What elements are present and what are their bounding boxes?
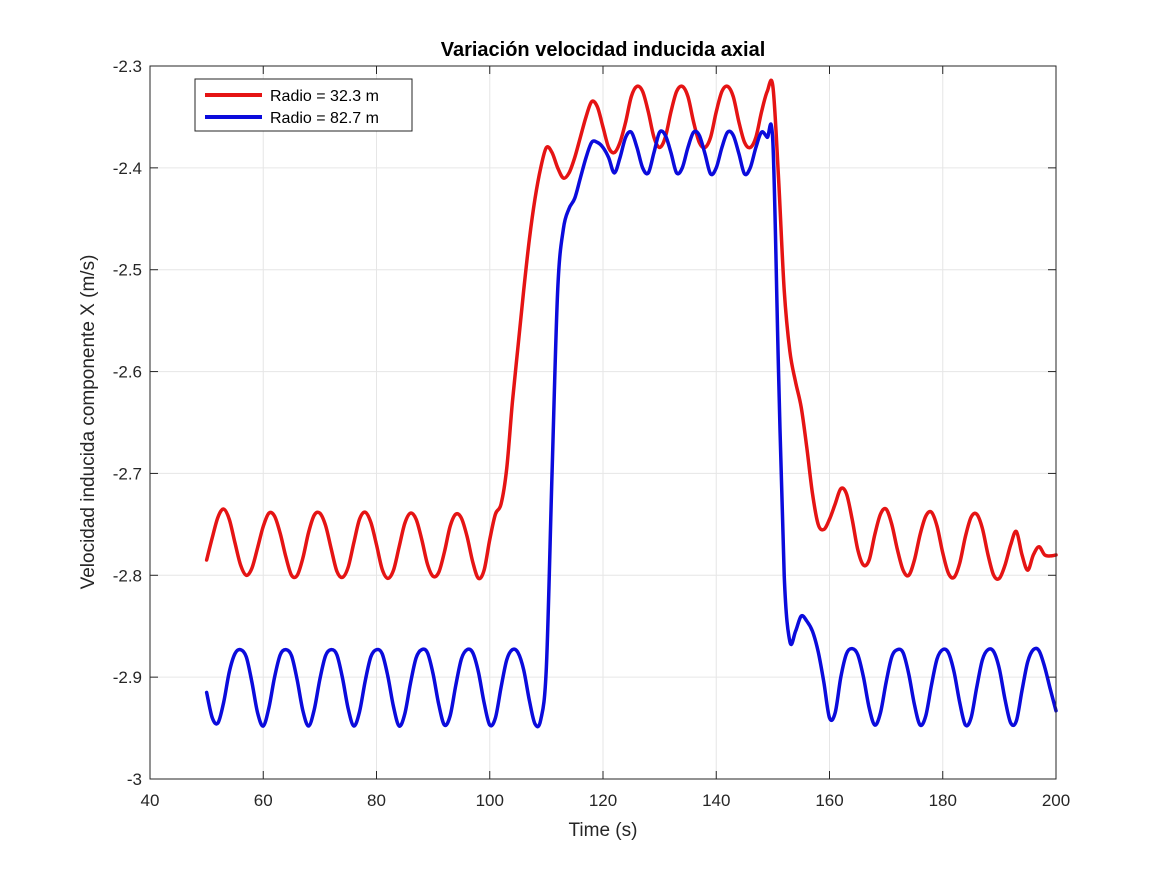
x-tick-label: 80 bbox=[367, 791, 386, 810]
x-tick-label: 60 bbox=[254, 791, 273, 810]
legend-box bbox=[194, 78, 413, 132]
x-tick-label: 40 bbox=[141, 791, 160, 810]
legend-label-series-2: Radio = 82.7 m bbox=[270, 110, 379, 127]
x-axis-label: Time (s) bbox=[569, 820, 638, 841]
chart-title: Variación velocidad inducida axial bbox=[441, 39, 766, 61]
x-tick-label: 100 bbox=[476, 791, 504, 810]
y-tick-label: -2.7 bbox=[113, 464, 142, 483]
x-tick-label: 200 bbox=[1042, 791, 1070, 810]
legend-label-series-1: Radio = 32.3 m bbox=[270, 88, 379, 105]
ticks: 40 60 80 100 120 140 160 180 200 -3 -2.9 -2.8 -2.7 -2… bbox=[113, 57, 1070, 810]
x-tick-label: 160 bbox=[815, 791, 843, 810]
y-tick-label: -2.8 bbox=[113, 566, 142, 585]
y-tick-label: -2.4 bbox=[113, 159, 142, 178]
series-layer bbox=[204, 78, 1058, 729]
y-axis-label: Velocidad inducida componente X (m/s) bbox=[78, 255, 99, 590]
y-tick-label: -2.6 bbox=[113, 363, 142, 382]
x-tick-label: 120 bbox=[589, 791, 617, 810]
y-tick-label: -3 bbox=[127, 770, 142, 789]
x-tick-label: 140 bbox=[702, 791, 730, 810]
y-tick-label: -2.9 bbox=[113, 668, 142, 687]
y-tick-label: -2.3 bbox=[113, 57, 142, 76]
legend: Radio = 32.3 m Radio = 82.7 m bbox=[194, 78, 413, 132]
x-tick-label: 180 bbox=[929, 791, 957, 810]
series-line-2 bbox=[204, 122, 1058, 729]
y-tick-label: -2.5 bbox=[113, 261, 142, 280]
series-line-1 bbox=[204, 78, 1058, 581]
